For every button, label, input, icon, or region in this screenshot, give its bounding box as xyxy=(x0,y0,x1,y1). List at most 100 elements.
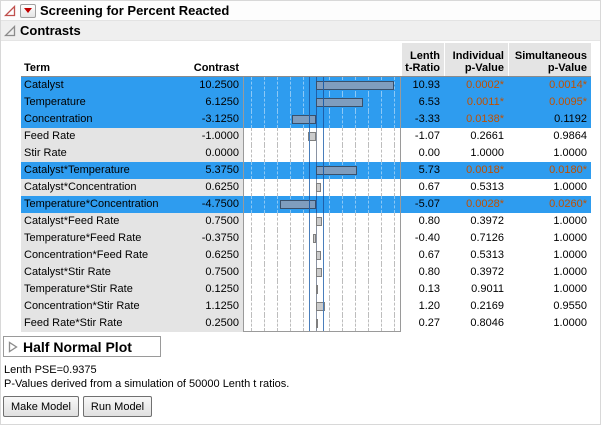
outline-open-disclosure-icon[interactable] xyxy=(4,4,16,17)
table-row[interactable]: Temperature*Feed Rate -0.3750 -0.40 0.71… xyxy=(21,230,591,247)
contrast-bar xyxy=(292,115,316,124)
simultaneous-p-cell: 1.0000 xyxy=(553,215,587,227)
simultaneous-p-cell: 1.0000 xyxy=(553,249,587,261)
table-row[interactable]: Concentration*Stir Rate 1.1250 1.20 0.21… xyxy=(21,298,591,315)
contrast-cell: 0.1250 xyxy=(173,281,243,298)
t-ratio-cell: 6.53 xyxy=(401,94,444,111)
action-buttons: Make Model Run Model xyxy=(3,396,600,417)
run-model-button[interactable]: Run Model xyxy=(82,396,153,417)
simultaneous-p-cell: 0.0095* xyxy=(508,94,591,111)
contrast-bar-cell xyxy=(243,315,401,332)
contrast-bar xyxy=(316,268,322,277)
col-header-contrast[interactable]: Contrast xyxy=(193,62,239,74)
simultaneous-p-cell: 1.0000 xyxy=(553,232,587,244)
table-row[interactable]: Catalyst*Temperature 5.3750 5.73 0.0018*… xyxy=(21,162,591,179)
t-ratio-cell: 1.20 xyxy=(418,300,440,312)
contrast-bar-cell xyxy=(243,298,401,315)
term-cell: Catalyst*Feed Rate xyxy=(21,213,173,230)
contrast-bar xyxy=(316,251,321,260)
contrast-bar-cell xyxy=(243,162,401,179)
table-row[interactable]: Concentration -3.1250 -3.33 0.0138* 0.11… xyxy=(21,111,591,128)
red-triangle-icon xyxy=(24,8,32,13)
contrast-bar xyxy=(308,132,316,141)
make-model-button[interactable]: Make Model xyxy=(3,396,79,417)
contrast-bar xyxy=(316,302,325,311)
simultaneous-p-cell: 1.0000 xyxy=(553,181,587,193)
table-row[interactable]: Catalyst*Stir Rate 0.7500 0.80 0.3972 1.… xyxy=(21,264,591,281)
table-header-row: Term Contrast Lenth t-Ratio Individual p… xyxy=(21,43,591,77)
simultaneous-p-cell: 0.0260* xyxy=(508,196,591,213)
contrast-bar-cell xyxy=(243,281,401,298)
term-cell: Catalyst*Temperature xyxy=(21,162,173,179)
table-row[interactable]: Temperature*Stir Rate 0.1250 0.13 0.9011… xyxy=(21,281,591,298)
simultaneous-p-cell: 1.0000 xyxy=(553,147,587,159)
contrast-cell: 0.0000 xyxy=(173,145,243,162)
table-row[interactable]: Feed Rate*Stir Rate 0.2500 0.27 0.8046 1… xyxy=(21,315,591,332)
contrasts-table: Term Contrast Lenth t-Ratio Individual p… xyxy=(21,43,591,332)
term-cell: Temperature xyxy=(21,94,173,111)
table-row[interactable]: Temperature*Concentration -4.7500 -5.07 … xyxy=(21,196,591,213)
contrast-bar-cell xyxy=(243,94,401,111)
col-header-individual-p-value[interactable]: Individual p-Value xyxy=(444,43,508,76)
term-cell: Feed Rate xyxy=(21,128,173,145)
contrasts-open-disclosure-icon[interactable] xyxy=(4,24,16,37)
contrast-bar-cell xyxy=(243,145,401,162)
individual-p-cell: 0.0138* xyxy=(444,111,508,128)
contrast-cell: 5.3750 xyxy=(173,162,243,179)
col-header-bar-chart xyxy=(243,74,401,76)
pvalue-simulation-note: P-Values derived from a simulation of 50… xyxy=(4,378,290,390)
individual-p-cell: 0.3972 xyxy=(470,266,504,278)
term-cell: Catalyst*Stir Rate xyxy=(21,264,173,281)
table-row[interactable]: Catalyst 10.2500 10.93 0.0002* 0.0014* xyxy=(21,77,591,94)
table-row[interactable]: Catalyst*Concentration 0.6250 0.67 0.531… xyxy=(21,179,591,196)
col-header-term[interactable]: Term xyxy=(24,62,51,74)
t-ratio-cell: 5.73 xyxy=(401,162,444,179)
t-ratio-cell: 10.93 xyxy=(401,77,444,94)
t-ratio-cell: 0.80 xyxy=(418,266,440,278)
t-ratio-cell: -5.07 xyxy=(401,196,444,213)
individual-p-cell: 0.9011 xyxy=(471,283,504,295)
report-title-bar: Screening for Percent Reacted xyxy=(1,1,600,21)
contrast-cell: -3.1250 xyxy=(173,111,243,128)
red-triangle-menu-button[interactable] xyxy=(20,3,36,18)
contrast-bar xyxy=(316,217,322,226)
term-cell: Concentration xyxy=(21,111,173,128)
term-cell: Temperature*Concentration xyxy=(21,196,173,213)
t-ratio-cell: 0.67 xyxy=(418,181,440,193)
contrast-bar-cell xyxy=(243,264,401,281)
individual-p-cell: 0.0018* xyxy=(444,162,508,179)
t-ratio-cell: 0.00 xyxy=(418,147,440,159)
contrast-bar xyxy=(316,319,318,328)
contrast-bar xyxy=(313,234,316,243)
term-cell: Feed Rate*Stir Rate xyxy=(21,315,173,332)
contrast-bar-cell xyxy=(243,196,401,213)
term-cell: Concentration*Feed Rate xyxy=(21,247,173,264)
term-cell: Stir Rate xyxy=(21,145,173,162)
individual-p-cell: 0.7126 xyxy=(470,232,504,244)
t-ratio-cell: 0.13 xyxy=(418,283,440,295)
individual-p-cell: 0.3972 xyxy=(470,215,504,227)
term-cell: Concentration*Stir Rate xyxy=(21,298,173,315)
col-header-lenth-t-ratio[interactable]: Lenth t-Ratio xyxy=(401,43,444,76)
t-ratio-cell: 0.67 xyxy=(418,249,440,261)
simultaneous-p-cell: 0.0014* xyxy=(508,77,591,94)
closed-disclosure-icon[interactable] xyxy=(7,340,19,353)
contrast-cell: 6.1250 xyxy=(173,94,243,111)
table-row[interactable]: Catalyst*Feed Rate 0.7500 0.80 0.3972 1.… xyxy=(21,213,591,230)
individual-p-cell: 0.5313 xyxy=(470,181,504,193)
table-row[interactable]: Stir Rate 0.0000 0.00 1.0000 1.0000 xyxy=(21,145,591,162)
col-header-simultaneous-p-value[interactable]: Simultaneous p-Value xyxy=(508,43,591,76)
contrast-bar xyxy=(316,81,394,90)
individual-p-cell: 0.0028* xyxy=(444,196,508,213)
table-row[interactable]: Temperature 6.1250 6.53 0.0011* 0.0095* xyxy=(21,94,591,111)
term-cell: Catalyst xyxy=(21,77,173,94)
contrast-bar xyxy=(316,285,318,294)
individual-p-cell: 0.2661 xyxy=(470,130,504,142)
table-row[interactable]: Concentration*Feed Rate 0.6250 0.67 0.53… xyxy=(21,247,591,264)
contrast-bar xyxy=(316,98,363,107)
contrasts-section-header: Contrasts xyxy=(1,21,600,41)
table-row[interactable]: Feed Rate -1.0000 -1.07 0.2661 0.9864 xyxy=(21,128,591,145)
contrast-bar xyxy=(316,166,357,175)
half-normal-plot-header[interactable]: Half Normal Plot xyxy=(3,336,161,357)
